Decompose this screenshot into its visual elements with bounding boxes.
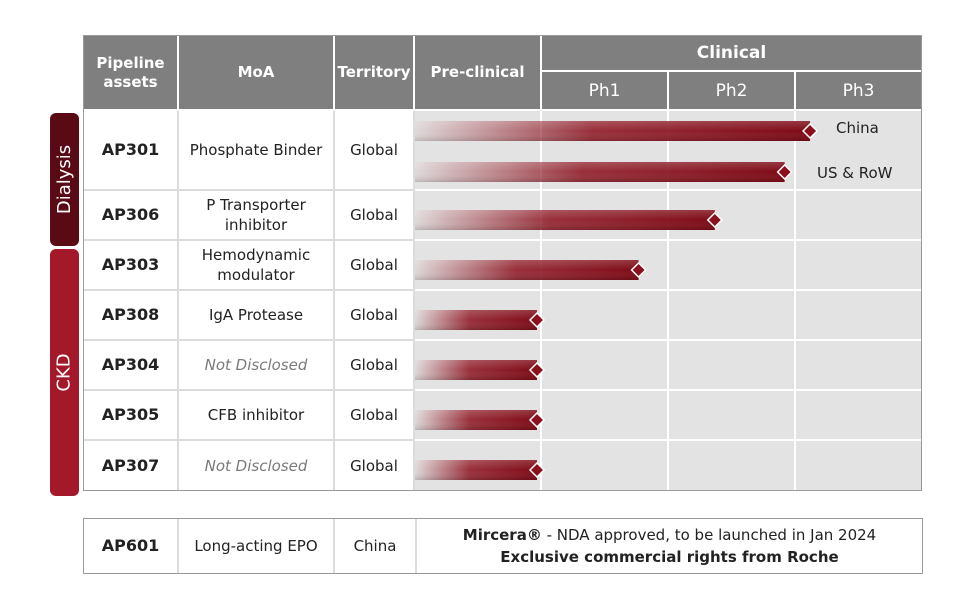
bar-label-us-row: US & RoW — [817, 164, 893, 182]
progress-diamond-marker — [776, 163, 793, 181]
row-asset: AP303 — [84, 241, 177, 289]
footer-territory: China — [335, 519, 415, 573]
header-moa: MoA — [179, 36, 333, 109]
row-asset: AP306 — [84, 191, 177, 239]
row-moa: Hemodynamic modulator — [179, 241, 333, 289]
row-moa: P Transporter inhibitor — [179, 191, 333, 239]
row-territory: Global — [335, 391, 413, 439]
row-territory: Global — [335, 441, 413, 490]
progress-bar-shade — [415, 210, 715, 230]
progress-bar-shade — [415, 121, 811, 141]
progress-diamond-marker — [528, 411, 546, 429]
footer-note-line1: Mircera® - NDA approved, to be launched … — [463, 524, 876, 546]
footer-moa: Long-acting EPO — [179, 519, 333, 573]
footer-note: Mircera® - NDA approved, to be launched … — [417, 519, 922, 573]
row-asset: AP301 — [84, 111, 177, 189]
header-ph3: Ph3 — [796, 72, 921, 109]
row-moa: Not Disclosed — [179, 441, 333, 490]
row-asset: AP305 — [84, 391, 177, 439]
header-pipeline-assets: Pipeline assets — [84, 36, 177, 109]
progress-bar-shade — [415, 310, 537, 330]
footer-note-rest: - NDA approved, to be launched in Jan 20… — [541, 526, 877, 544]
progress-diamond-marker — [528, 461, 546, 479]
header-preclinical: Pre-clinical — [415, 36, 540, 109]
row-moa: Not Disclosed — [179, 341, 333, 389]
row-moa: CFB inhibitor — [179, 391, 333, 439]
group-ckd: CKD — [50, 249, 79, 496]
footer-asset: AP601 — [84, 519, 177, 573]
row-territory: Global — [335, 291, 413, 339]
progress-diamond-marker — [630, 261, 647, 279]
row-asset: AP304 — [84, 341, 177, 389]
row-territory: Global — [335, 341, 413, 389]
bar-label-china: China — [836, 119, 879, 137]
row-moa: Phosphate Binder — [179, 111, 333, 189]
progress-diamond-marker — [528, 311, 546, 329]
header-clinical: Clinical — [542, 36, 921, 70]
row-territory: Global — [335, 111, 413, 189]
progress-bar-shade — [415, 360, 537, 380]
progress-diamond-marker — [706, 211, 723, 229]
header-ph1: Ph1 — [542, 72, 667, 109]
header-ph2: Ph2 — [669, 72, 794, 109]
row-territory: Global — [335, 241, 413, 289]
footer-note-brand: Mircera® — [462, 526, 542, 544]
group-dialysis: Dialysis — [50, 113, 79, 246]
progress-bar-shade — [415, 460, 537, 480]
header-territory: Territory — [335, 36, 413, 109]
row-territory: Global — [335, 191, 413, 239]
progress-diamond-marker — [528, 361, 546, 379]
progress-diamond-marker — [801, 122, 819, 140]
row-asset: AP308 — [84, 291, 177, 339]
row-moa: IgA Protease — [179, 291, 333, 339]
progress-bar-shade — [415, 410, 537, 430]
progress-bar-shade — [415, 260, 639, 280]
progress-bar-shade — [415, 162, 785, 182]
row-asset: AP307 — [84, 441, 177, 490]
footer-note-line2: Exclusive commercial rights from Roche — [500, 548, 839, 566]
